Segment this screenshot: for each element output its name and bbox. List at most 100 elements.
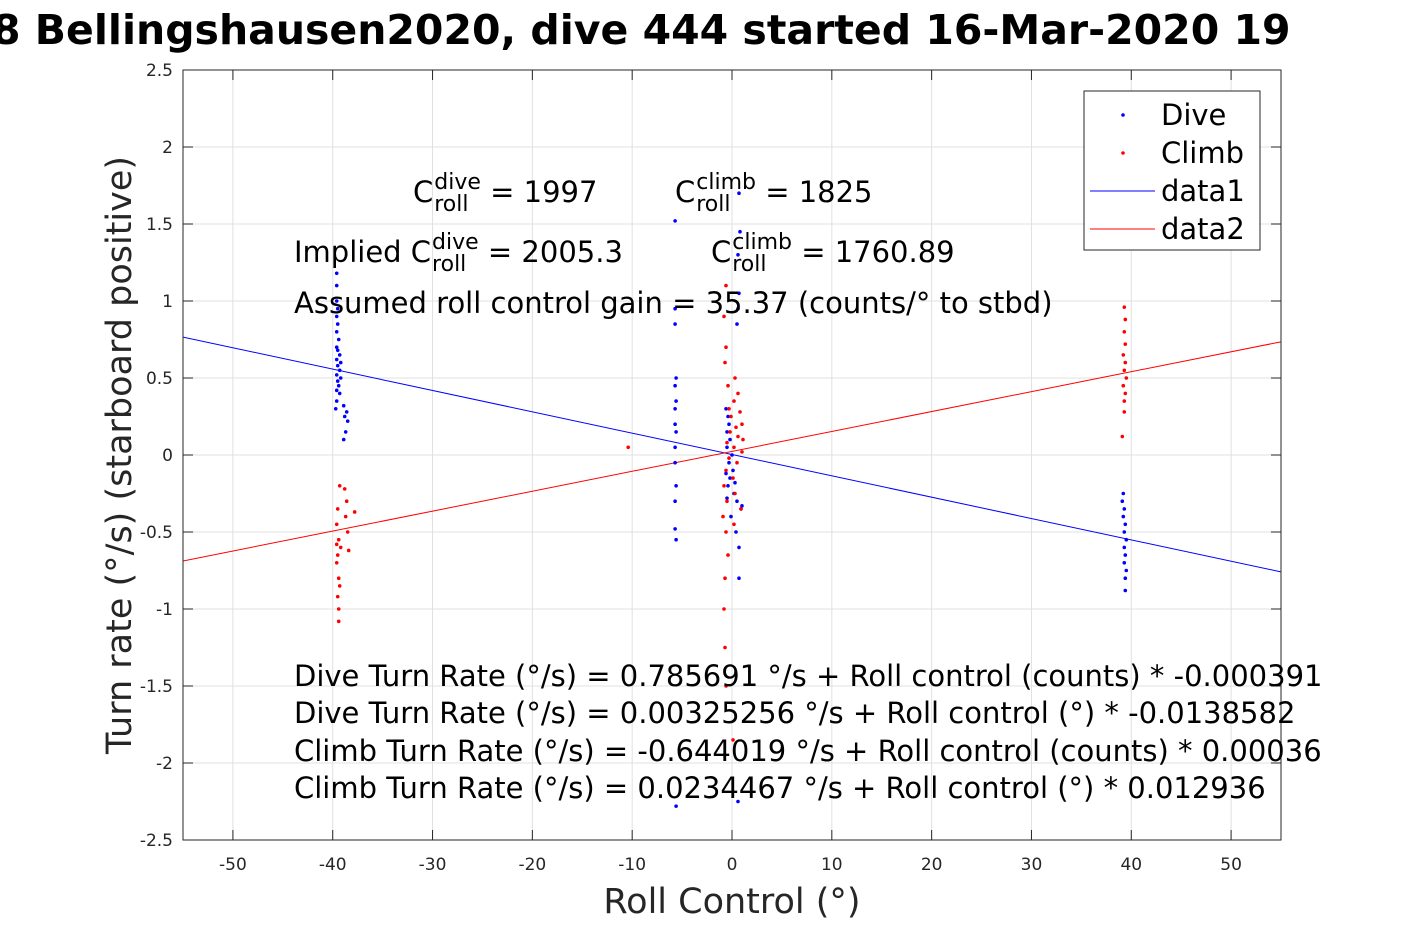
dive-point <box>737 191 741 195</box>
climb-point <box>726 383 730 388</box>
dive-point <box>673 383 677 388</box>
x-tick-label: -50 <box>219 855 247 875</box>
climb-point <box>336 607 341 611</box>
dive-point <box>1122 507 1127 511</box>
dive-point <box>734 530 738 534</box>
dive-point <box>727 460 731 465</box>
dive-point <box>341 403 346 408</box>
climb-point <box>736 391 740 396</box>
dive-point <box>333 407 338 411</box>
dive-point <box>736 799 740 804</box>
dive-point <box>1121 491 1126 496</box>
y-tick-label: -2.5 <box>140 831 173 851</box>
dive-point <box>725 445 729 450</box>
dive-point <box>736 306 740 311</box>
dive-point <box>729 514 733 519</box>
dive-point <box>737 291 741 296</box>
climb-point <box>732 445 736 450</box>
climb-point <box>736 434 740 439</box>
dive-point <box>336 337 341 342</box>
chart-title: 8 Bellingshausen2020, dive 444 started 1… <box>0 6 1291 54</box>
dive-point <box>674 804 678 808</box>
climb-point <box>1123 342 1128 346</box>
dive-point <box>1123 522 1128 527</box>
climb-point <box>725 440 729 445</box>
y-tick-label: 0 <box>162 446 173 466</box>
dive-point <box>673 460 677 465</box>
climb-point <box>352 510 357 514</box>
dive-point <box>740 504 744 508</box>
dive-point <box>1123 553 1128 557</box>
dive-point <box>343 430 348 434</box>
dive-point <box>673 422 677 427</box>
dive-point <box>334 373 339 377</box>
dive-point <box>673 322 677 326</box>
x-tick-label: 50 <box>1220 855 1242 875</box>
dive-point <box>337 391 342 396</box>
climb-point <box>731 738 735 742</box>
dive-point <box>673 527 677 531</box>
climb-point <box>723 645 727 650</box>
dive-point <box>735 499 739 504</box>
climb-point <box>337 484 342 488</box>
y-tick-label: -1 <box>156 600 173 620</box>
dive-point <box>1120 499 1125 504</box>
dive-point <box>724 407 728 411</box>
dive-point <box>726 484 730 488</box>
dive-point <box>334 388 339 393</box>
legend-label-data2: data2 <box>1161 212 1245 246</box>
dive-point <box>727 422 731 427</box>
dive-point <box>736 253 740 257</box>
x-tick-label: -10 <box>618 855 646 875</box>
dive-point <box>728 437 732 442</box>
x-tick-label: 30 <box>1021 855 1043 875</box>
dive-point <box>338 360 343 365</box>
dive-point <box>674 537 678 542</box>
dive-point <box>1123 576 1128 580</box>
climb-point <box>1122 368 1127 373</box>
x-tick-label: -40 <box>319 855 347 875</box>
dive-point <box>345 419 350 423</box>
dive-point <box>335 306 340 311</box>
climb-point <box>337 584 342 588</box>
dive-point <box>1122 545 1127 550</box>
fit-line-data2 <box>183 341 1281 562</box>
dive-point <box>674 376 678 380</box>
climb-point <box>334 561 339 565</box>
legend-marker-climb <box>1121 151 1125 155</box>
dive-point <box>334 283 339 288</box>
climb-point <box>733 376 737 380</box>
climb-point <box>734 425 738 430</box>
legend-label-climb: Climb <box>1161 136 1244 170</box>
axes-box <box>182 69 1282 841</box>
climb-point <box>735 460 739 465</box>
climb-point <box>1123 391 1128 396</box>
x-tick-label: -20 <box>518 855 546 875</box>
dive-point <box>1121 514 1126 519</box>
climb-point <box>727 407 731 411</box>
dive-point <box>1123 588 1128 593</box>
legend-label-dive: Dive <box>1161 98 1226 132</box>
equation-4: Climb Turn Rate (°/s) = 0.0234467 °/s + … <box>294 771 1266 805</box>
y-tick-label: 0.5 <box>146 369 173 389</box>
y-tick-label: 2.5 <box>146 61 173 81</box>
legend-marker-dive <box>1121 113 1125 117</box>
dive-point <box>344 410 349 414</box>
climb-point <box>338 545 343 550</box>
climb-point <box>740 422 744 427</box>
climb-point <box>1122 399 1127 403</box>
dive-point <box>731 468 735 473</box>
y-tick-label: -2 <box>156 754 173 774</box>
dive-point <box>725 496 729 500</box>
equation-2: Dive Turn Rate (°/s) = 0.00325256 °/s + … <box>294 696 1296 730</box>
climb-point <box>724 530 728 534</box>
dive-point <box>737 545 741 550</box>
dive-point <box>673 407 677 411</box>
legend: Dive Climb data1 data2 <box>1083 90 1261 251</box>
